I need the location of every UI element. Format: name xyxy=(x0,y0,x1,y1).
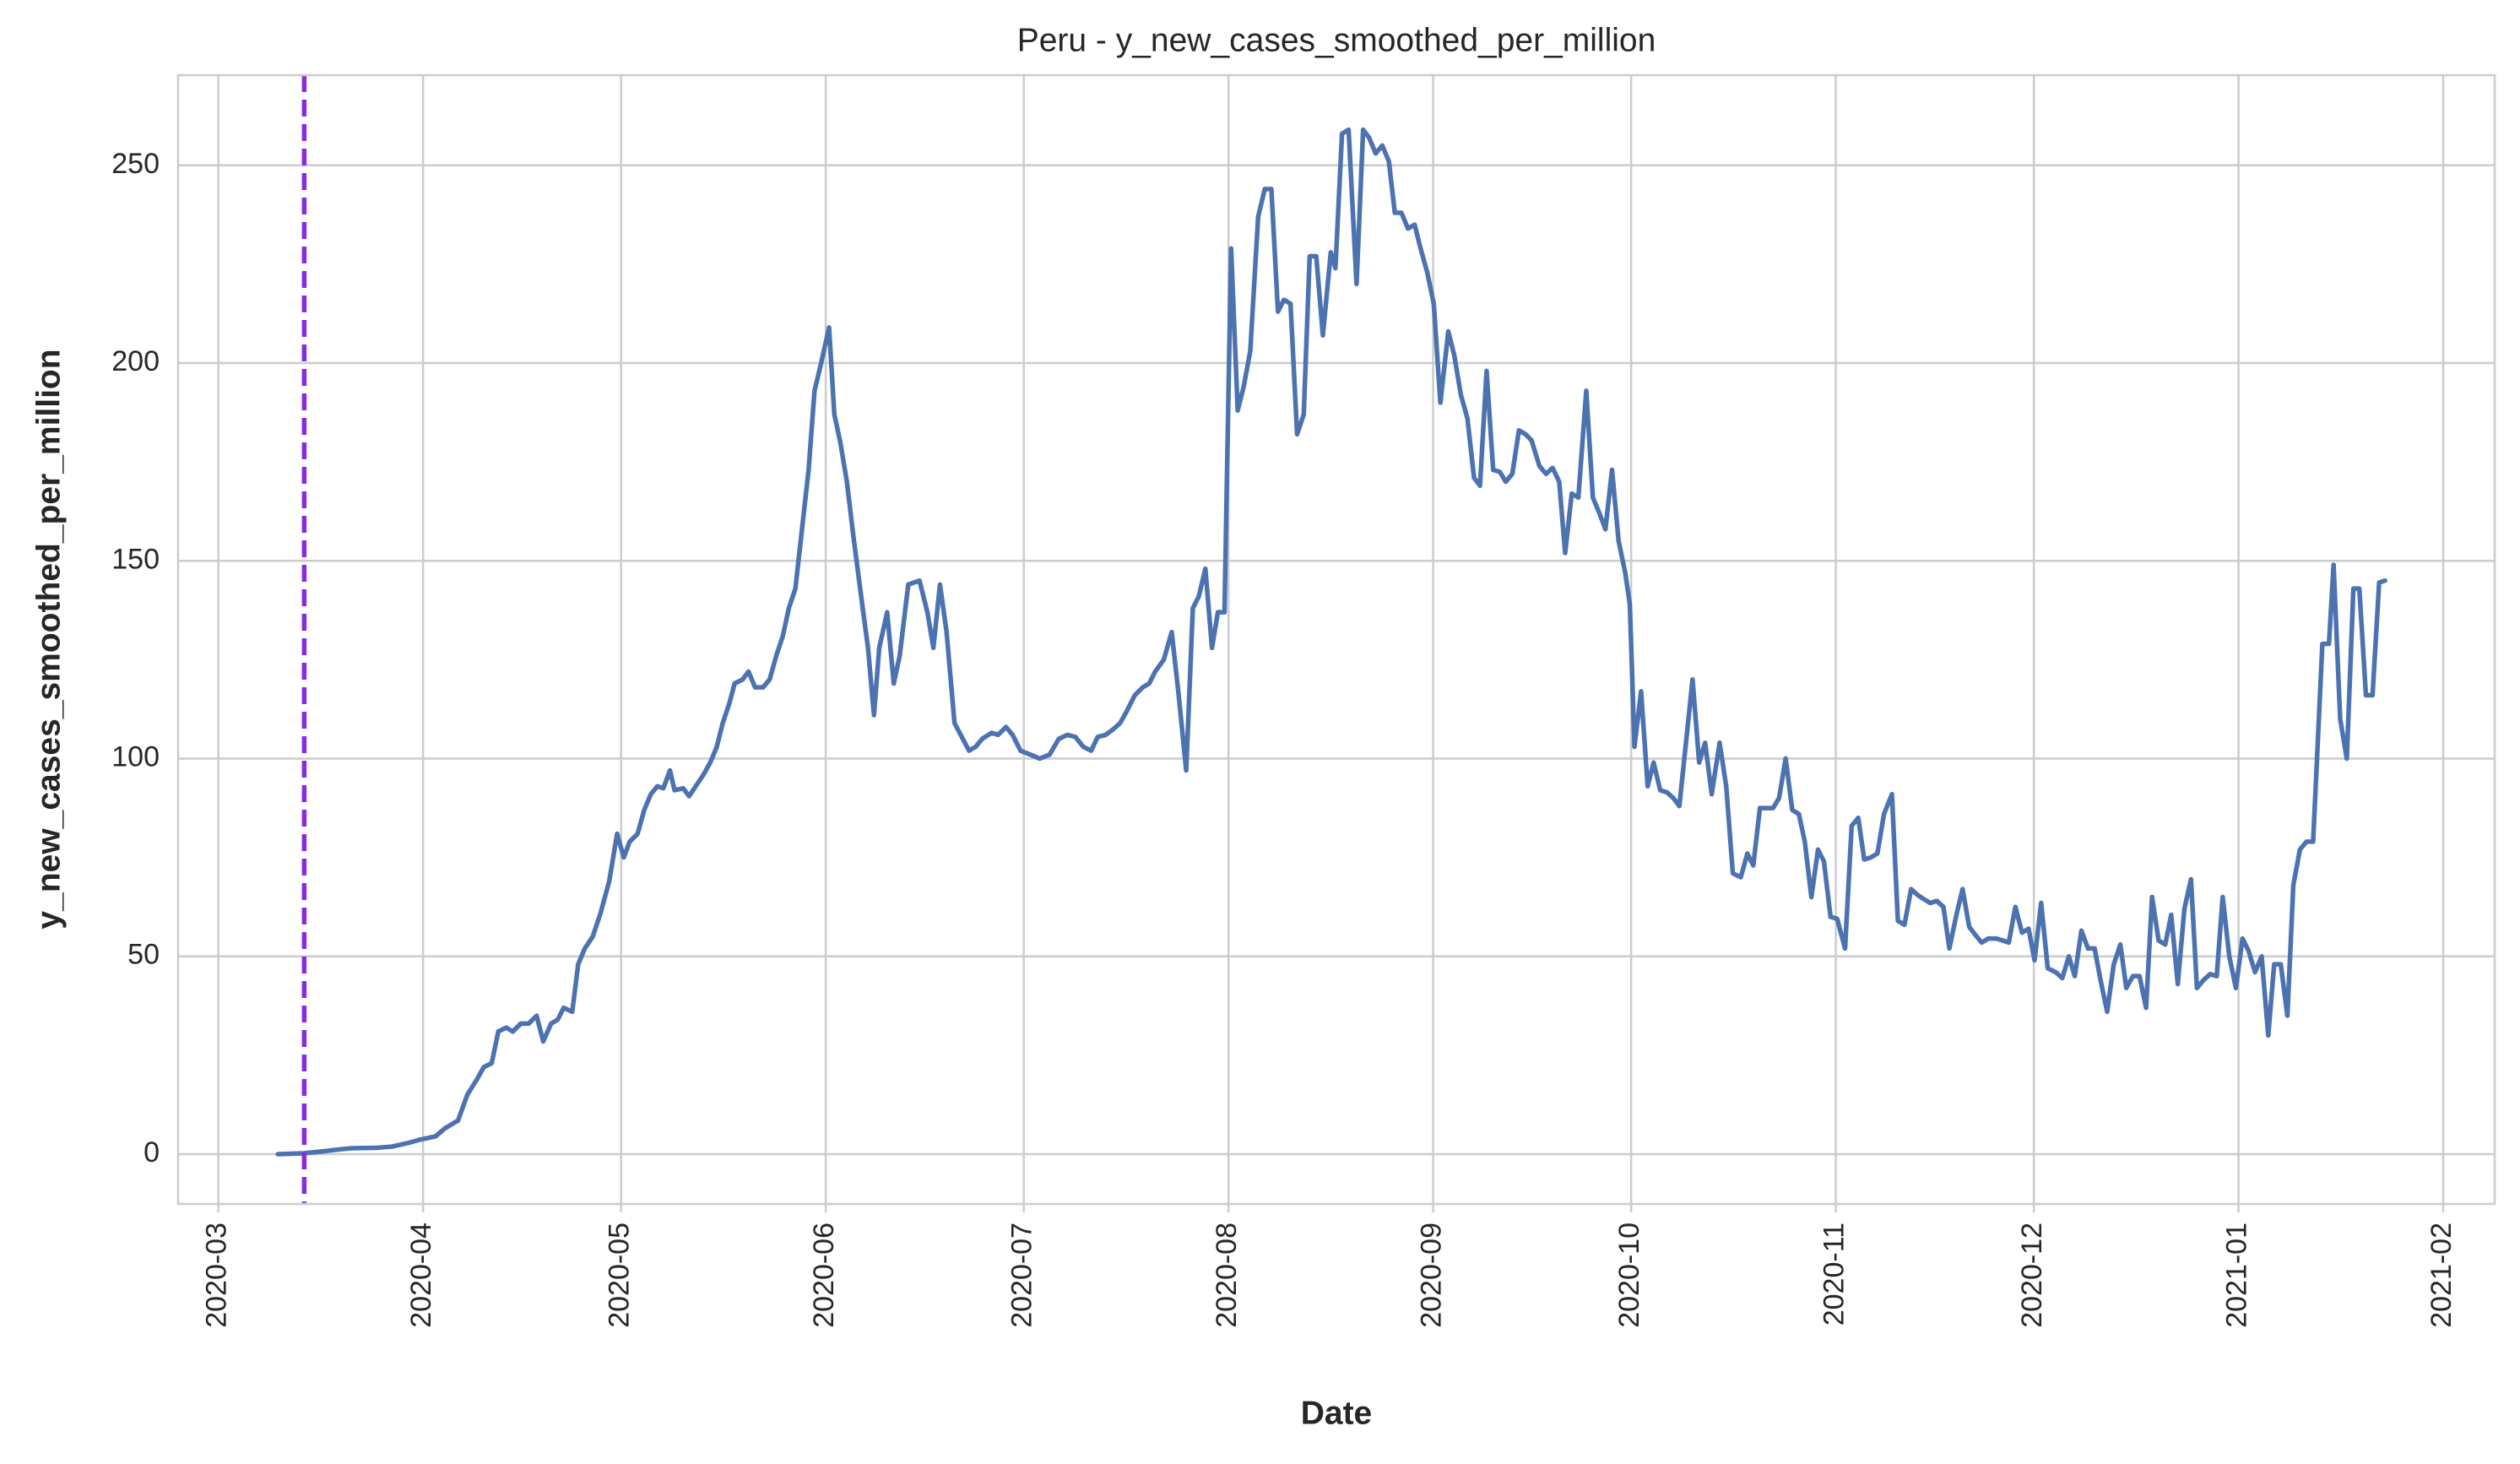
x-tick-label: 2020-11 xyxy=(1818,1223,1851,1326)
x-tick-label: 2020-03 xyxy=(201,1223,233,1328)
x-tick-label: 2020-10 xyxy=(1613,1223,1645,1328)
x-tick-label: 2020-08 xyxy=(1211,1223,1243,1328)
y-tick-label: 0 xyxy=(144,1136,160,1168)
axes-frame xyxy=(176,73,2496,1206)
x-tick-label: 2020-06 xyxy=(808,1223,840,1328)
y-tick-label: 50 xyxy=(127,939,160,971)
x-axis-label: Date xyxy=(1301,1395,1373,1431)
data-line xyxy=(275,127,2387,1157)
x-tick-label: 2020-05 xyxy=(604,1223,636,1328)
y-axis-label: y_new_cases_smoothed_per_million xyxy=(30,349,67,929)
chart-title: Peru - y_new_cases_smoothed_per_million xyxy=(1017,22,1656,58)
y-tick-label: 200 xyxy=(111,345,160,377)
y-tick-label: 100 xyxy=(111,740,160,773)
x-tick-label: 2021-01 xyxy=(2221,1223,2253,1328)
y-tick-label: 150 xyxy=(111,543,160,575)
x-tick-label: 2020-12 xyxy=(2016,1223,2048,1328)
x-tick-label: 2020-07 xyxy=(1006,1223,1038,1328)
plot-area xyxy=(275,75,2387,1204)
x-tick-label: 2021-02 xyxy=(2425,1223,2458,1328)
x-tick-label: 2020-04 xyxy=(405,1223,437,1328)
y-tick-label: 250 xyxy=(111,148,160,180)
x-tick-label: 2020-09 xyxy=(1416,1223,1448,1328)
